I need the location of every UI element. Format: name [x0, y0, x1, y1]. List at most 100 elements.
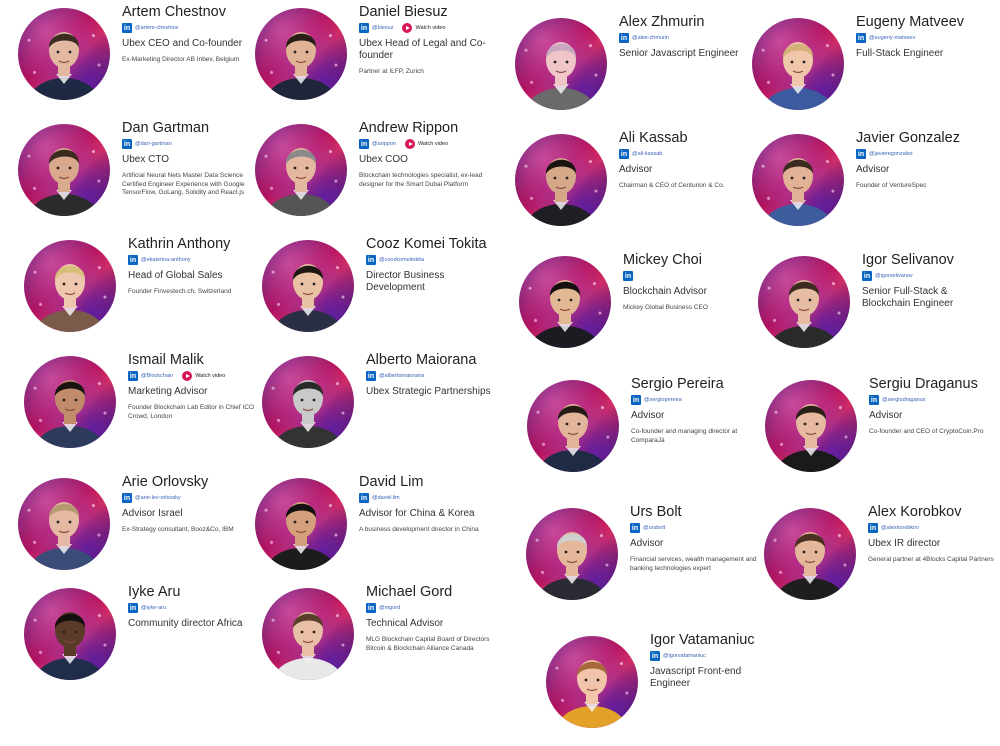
linkedin-handle-link[interactable]: @ursbolt [643, 525, 666, 531]
member-role: Head of Global Sales [128, 270, 223, 281]
play-video-icon[interactable] [182, 371, 193, 381]
linkedin-handle-link[interactable]: @sergiudraganus [882, 397, 926, 403]
team-member-card: Daniel Biesuz in @biesuz Watch video Ube… [255, 4, 486, 118]
linkedin-handle-link[interactable]: @igorselivanov [875, 273, 913, 279]
member-photo [764, 508, 856, 600]
member-name: Cooz Komei Tokita [366, 236, 487, 252]
watch-video-link[interactable]: Watch video [417, 141, 448, 147]
member-description: Co-founder and managing director at Comp… [631, 428, 738, 444]
member-photo [255, 8, 347, 100]
linkedin-icon[interactable]: in [856, 149, 866, 159]
person-portrait-icon [34, 264, 106, 332]
member-description: Co-founder and CEO of CryptoCoin.Pro [869, 428, 984, 435]
linkedin-icon[interactable]: in [862, 271, 872, 281]
team-member-card: Eugeny Matveev in @eugeny-matveev Full-S… [752, 14, 982, 128]
linkedin-icon[interactable]: in [623, 271, 633, 281]
linkedin-handle-link[interactable]: @dan-gartman [135, 141, 172, 147]
linkedin-handle-link[interactable]: @albertomaiorana [379, 373, 425, 379]
watch-video-link[interactable]: Watch video [415, 25, 446, 31]
linkedin-icon[interactable]: in [868, 523, 878, 533]
linkedin-icon[interactable]: in [359, 493, 369, 503]
team-member-card: Mickey Choi in Blockchain Advisor Mickey… [519, 252, 749, 366]
team-member-card: Cooz Komei Tokita in @coozkomeitokita Di… [262, 236, 494, 350]
team-member-card: Sergio Pereira in @sergiopereira Advisor… [527, 376, 757, 490]
member-description: Founder of VentureSpec [856, 182, 927, 189]
team-member-card: Alberto Maiorana in @albertomaiorana Ube… [262, 352, 494, 466]
member-role: Ubex CTO [122, 154, 170, 165]
linkedin-handle-link[interactable]: @mgord [379, 605, 401, 611]
member-photo [526, 508, 618, 600]
linkedin-icon[interactable]: in [366, 371, 376, 381]
person-portrait-icon [768, 280, 840, 348]
linkedin-handle-link[interactable]: @arippon [372, 141, 396, 147]
member-photo [24, 588, 116, 680]
linkedin-icon[interactable]: in [869, 395, 879, 405]
play-video-icon[interactable] [404, 139, 415, 149]
social-links: in @albertomaiorana [366, 370, 494, 382]
member-name: Alberto Maiorana [366, 352, 477, 368]
team-member-card: Dan Gartman in @dan-gartman Ubex CTO Art… [18, 120, 248, 234]
social-links: in @igorvatamaniuc [650, 650, 778, 662]
person-portrait-icon [525, 42, 597, 110]
watch-video-link[interactable]: Watch video [195, 373, 226, 379]
linkedin-icon[interactable]: in [650, 651, 660, 661]
linkedin-handle-link[interactable]: @igorvatamaniuc [663, 653, 706, 659]
social-links: in @ekaterina-anthony [128, 254, 256, 266]
member-photo [262, 588, 354, 680]
member-role: Advisor Israel [122, 508, 183, 519]
person-portrait-icon [762, 42, 834, 110]
person-portrait-icon [272, 612, 344, 680]
member-photo [18, 478, 110, 570]
linkedin-handle-link[interactable]: @biesuz [372, 25, 394, 31]
member-role: Ubex IR director [868, 538, 941, 549]
linkedin-handle-link[interactable]: @eugeny-matveev [869, 35, 916, 41]
linkedin-icon[interactable]: in [128, 603, 138, 613]
linkedin-icon[interactable]: in [856, 33, 866, 43]
member-name: Eugeny Matveev [856, 14, 965, 30]
linkedin-icon[interactable]: in [122, 139, 132, 149]
linkedin-icon[interactable]: in [631, 395, 641, 405]
social-links: in @alexkorobkov [868, 522, 996, 534]
member-photo [752, 18, 844, 110]
linkedin-icon[interactable]: in [366, 255, 376, 265]
linkedin-icon[interactable]: in [619, 149, 629, 159]
member-photo [758, 256, 850, 348]
linkedin-handle-link[interactable]: @alex-zhmurin [632, 35, 670, 41]
team-member-card: Artem Chestnov in @artem-chestnov Ubex C… [18, 4, 248, 118]
member-name: Igor Selivanov [862, 252, 954, 268]
linkedin-handle-link[interactable]: @ali-kassab [632, 151, 663, 157]
linkedin-icon[interactable]: in [122, 493, 132, 503]
social-links: in @coozkomeitokita [366, 254, 494, 266]
linkedin-icon[interactable]: in [122, 23, 132, 33]
linkedin-handle-link[interactable]: @artem-chestnov [135, 25, 179, 31]
person-portrait-icon [272, 380, 344, 448]
person-portrait-icon [775, 404, 847, 472]
linkedin-handle-link[interactable]: @iyke-aru [141, 605, 167, 611]
linkedin-handle-link[interactable]: @alexkorobkov [881, 525, 919, 531]
linkedin-icon[interactable]: in [359, 139, 369, 149]
linkedin-handle-link[interactable]: @david-lim [372, 495, 400, 501]
linkedin-handle-link[interactable]: @coozkomeitokita [379, 257, 425, 263]
member-description: Chairman & CEO of Centurion & Co. [619, 182, 725, 189]
member-role: Ubex COO [359, 154, 408, 165]
linkedin-icon[interactable]: in [366, 603, 376, 613]
member-name: Andrew Rippon [359, 120, 459, 136]
linkedin-handle-link[interactable]: @arie-lev-orlovsky [135, 495, 181, 501]
team-member-card: Ali Kassab in @ali-kassab Advisor Chairm… [515, 130, 745, 244]
team-member-card: Kathrin Anthony in @ekaterina-anthony He… [24, 236, 256, 350]
linkedin-icon[interactable]: in [128, 371, 138, 381]
member-photo [24, 240, 116, 332]
linkedin-icon[interactable]: in [359, 23, 369, 33]
linkedin-icon[interactable]: in [128, 255, 138, 265]
linkedin-icon[interactable]: in [630, 523, 640, 533]
social-links: in @ursbolt [630, 522, 758, 534]
member-name: Michael Gord [366, 584, 453, 600]
member-name: Mickey Choi [623, 252, 702, 268]
linkedin-handle-link[interactable]: @javieregonzalez [869, 151, 913, 157]
member-name: Alex Korobkov [868, 504, 962, 520]
linkedin-icon[interactable]: in [619, 33, 629, 43]
play-video-icon[interactable] [402, 23, 413, 33]
linkedin-handle-link[interactable]: @Blockchain [141, 373, 174, 379]
linkedin-handle-link[interactable]: @ekaterina-anthony [141, 257, 191, 263]
linkedin-handle-link[interactable]: @sergiopereira [644, 397, 682, 403]
